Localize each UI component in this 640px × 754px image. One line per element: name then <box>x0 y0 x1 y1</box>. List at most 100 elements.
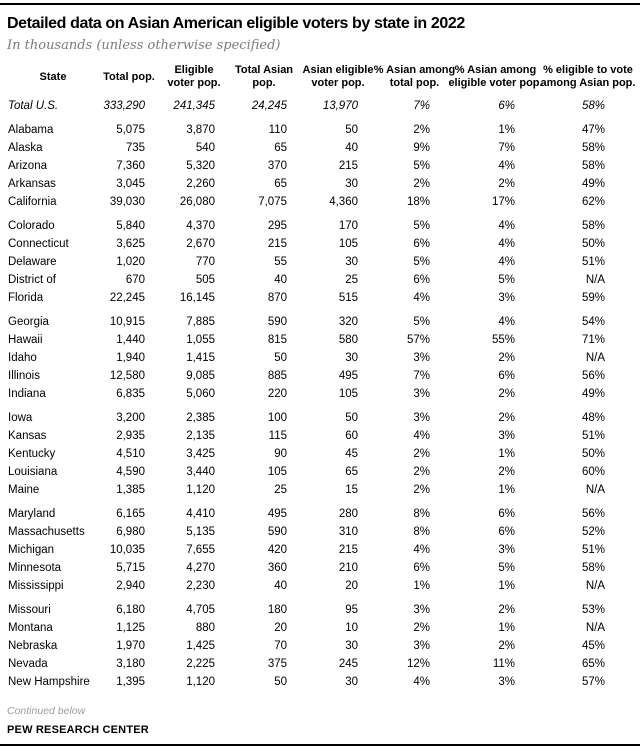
table-body: Total U.S. 333,290 241,345 24,245 13,970 7% 6%… <box>0 97 640 691</box>
value-cell: 1,970 <box>116 640 145 653</box>
value-cell: 58% <box>581 160 605 173</box>
value-cell: 50% <box>581 448 605 461</box>
value-cell: 50% <box>581 238 605 251</box>
value-cell: 4,510 <box>116 448 145 461</box>
data-table: State Total pop. Eligible voter pop. Tot… <box>0 57 640 691</box>
value-cell: 3,440 <box>186 466 215 479</box>
value-cell: 505 <box>195 274 215 287</box>
value-cell: 1% <box>498 124 515 137</box>
table-row: Florida 22,245 16,145 870 515 4% 3% 59% <box>0 289 640 307</box>
value-cell: 2% <box>498 388 515 401</box>
value-cell: 4,705 <box>186 604 215 617</box>
value-cell: 210 <box>338 562 358 575</box>
table-row-group: Maryland 6,165 4,410 495 280 8% 6% 56% Massachus… <box>0 505 640 595</box>
value-cell: 2% <box>498 352 515 365</box>
state-cell: Florida <box>8 292 44 305</box>
value-cell: 3,870 <box>186 124 215 137</box>
state-cell: New Hampshire <box>8 676 90 689</box>
table-row: Total U.S. 333,290 241,345 24,245 13,970 7% 6%… <box>0 97 640 115</box>
table-row: Delaware 1,020 770 55 30 5% 4% 51% <box>0 253 640 271</box>
table-row-group: Colorado 5,840 4,370 295 170 5% 4% 58% Connectic… <box>0 217 640 307</box>
table-row: Alaska 735 540 65 40 9% 7% 58% <box>0 139 640 157</box>
table-row: Maine 1,385 1,120 25 15 2% 1% N/A <box>0 481 640 499</box>
value-cell: 105 <box>338 238 358 251</box>
table-row: Hawaii 1,440 1,055 815 580 57% 55% 71% <box>0 331 640 349</box>
value-cell: 1% <box>498 484 515 497</box>
value-cell: 1% <box>413 580 430 593</box>
page-title: Detailed data on Asian American eligible… <box>7 15 465 32</box>
state-cell: Georgia <box>8 316 49 329</box>
value-cell: 4% <box>498 316 515 329</box>
value-cell: 770 <box>195 256 215 269</box>
table-row: Arkansas 3,045 2,260 65 30 2% 2% 49% <box>0 175 640 193</box>
table-row-group: Georgia 10,915 7,885 590 320 5% 4% 54% Hawaii 1,4… <box>0 313 640 403</box>
table-row-group: Alabama 5,075 3,870 110 50 2% 1% 47% Alaska 735 54… <box>0 121 640 211</box>
value-cell: 2% <box>498 604 515 617</box>
value-cell: 4% <box>498 238 515 251</box>
state-cell: Massachusetts <box>8 526 85 539</box>
table-row: Illinois 12,580 9,085 885 495 7% 6% 56% <box>0 367 640 385</box>
value-cell: 370 <box>267 160 287 173</box>
value-cell: 4% <box>413 676 430 689</box>
value-cell: 4% <box>413 292 430 305</box>
value-cell: 2,260 <box>186 178 215 191</box>
value-cell: 1,385 <box>116 484 145 497</box>
value-cell: 100 <box>267 412 287 425</box>
state-cell: Illinois <box>8 370 40 383</box>
value-cell: 7,075 <box>258 196 287 209</box>
column-header-state: State <box>39 70 67 83</box>
state-cell: Idaho <box>8 352 37 365</box>
value-cell: 2,225 <box>186 658 215 671</box>
state-cell: Nebraska <box>8 640 58 653</box>
value-cell: 50 <box>345 412 358 425</box>
value-cell: 17% <box>491 196 515 209</box>
value-cell: 54% <box>581 316 605 329</box>
value-cell: 12,580 <box>109 370 145 383</box>
state-cell: Nevada <box>8 658 48 671</box>
value-cell: 6% <box>498 526 515 539</box>
value-cell: 5% <box>498 274 515 287</box>
value-cell: 2% <box>498 640 515 653</box>
value-cell: 15 <box>345 484 358 497</box>
value-cell: 51% <box>581 430 605 443</box>
value-cell: 30 <box>345 640 358 653</box>
state-cell: Colorado <box>8 220 55 233</box>
value-cell: 65% <box>581 658 605 671</box>
state-cell: Kentucky <box>8 448 56 461</box>
state-cell: Indiana <box>8 388 46 401</box>
value-cell: 95 <box>345 604 358 617</box>
value-cell: 60 <box>345 430 358 443</box>
value-cell: 245 <box>338 658 358 671</box>
value-cell: 57% <box>581 676 605 689</box>
value-cell: 7,655 <box>186 544 215 557</box>
value-cell: N/A <box>585 352 605 365</box>
value-cell: N/A <box>585 274 605 287</box>
value-cell: 870 <box>267 292 287 305</box>
value-cell: 1% <box>498 580 515 593</box>
value-cell: 3% <box>498 676 515 689</box>
value-cell: 220 <box>267 388 287 401</box>
column-header-pct-asian-total-pop: % Asian among total pop. <box>373 64 456 90</box>
value-cell: 3% <box>498 430 515 443</box>
state-cell: Alabama <box>8 124 54 137</box>
page-subtitle: In thousands (unless otherwise specified… <box>7 38 281 54</box>
continued-note: Continued below <box>7 705 86 718</box>
value-cell: 2,940 <box>116 580 145 593</box>
value-cell: 12% <box>406 658 430 671</box>
value-cell: 215 <box>338 544 358 557</box>
value-cell: 50 <box>345 124 358 137</box>
value-cell: 2% <box>413 448 430 461</box>
column-header-total-asian-pop: Total Asian pop. <box>234 64 294 90</box>
value-cell: 25 <box>274 484 287 497</box>
value-cell: 5,840 <box>116 220 145 233</box>
value-cell: 65 <box>274 178 287 191</box>
value-cell: 1,055 <box>186 334 215 347</box>
value-cell: 70 <box>274 640 287 653</box>
state-cell: Arkansas <box>8 178 56 191</box>
value-cell: 310 <box>338 526 358 539</box>
value-cell: 4,360 <box>329 196 358 209</box>
table-row: California 39,030 26,080 7,075 4,360 18% 17% 62… <box>0 193 640 211</box>
value-cell: 6% <box>413 274 430 287</box>
value-cell: 5,715 <box>116 562 145 575</box>
bottom-divider <box>0 744 640 747</box>
